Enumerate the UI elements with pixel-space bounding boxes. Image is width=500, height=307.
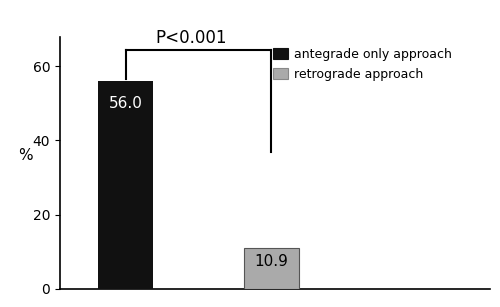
Bar xyxy=(244,248,299,289)
Text: P<0.001: P<0.001 xyxy=(156,29,227,47)
Bar xyxy=(98,81,154,289)
Text: 56.0: 56.0 xyxy=(108,96,142,111)
Y-axis label: %: % xyxy=(18,148,33,163)
Legend: antegrade only approach, retrograde approach: antegrade only approach, retrograde appr… xyxy=(272,48,452,81)
Text: 10.9: 10.9 xyxy=(254,254,288,269)
